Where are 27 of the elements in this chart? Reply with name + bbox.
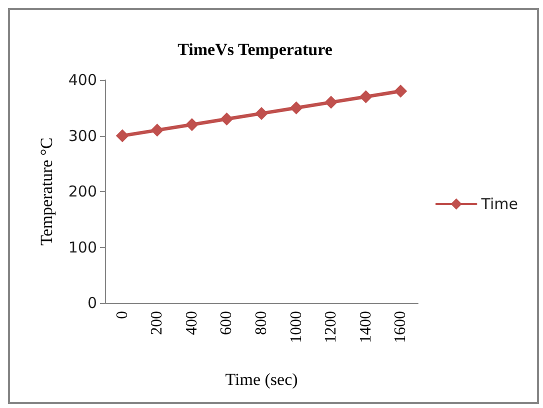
y-tick-label: 300 bbox=[68, 126, 97, 145]
point bbox=[185, 118, 198, 132]
point bbox=[324, 96, 338, 109]
x-tick-label: 1200 bbox=[322, 311, 340, 343]
x-tick-label: 0 bbox=[114, 311, 131, 319]
x-tick-label: 200 bbox=[148, 311, 166, 335]
x-tick-label: 800 bbox=[253, 311, 270, 335]
x-axis-title: Time (sec) bbox=[225, 370, 298, 389]
point bbox=[116, 129, 129, 142]
x-tick-label: 400 bbox=[183, 311, 200, 335]
y-tick-label: 400 bbox=[68, 71, 97, 89]
point bbox=[290, 101, 303, 114]
y-tick-label: 0 bbox=[87, 294, 97, 312]
point bbox=[150, 124, 164, 137]
chart-title: TimeVs Temperature bbox=[178, 40, 333, 59]
x-tick-label: 1000 bbox=[288, 311, 305, 343]
y-tick-label: 200 bbox=[68, 182, 97, 200]
point bbox=[255, 106, 268, 120]
x-tick-label: 1600 bbox=[392, 311, 410, 343]
point bbox=[220, 112, 234, 126]
point bbox=[394, 84, 408, 98]
point bbox=[359, 90, 372, 104]
x-tick-label: 1400 bbox=[357, 311, 374, 343]
legend-label: Time bbox=[480, 195, 518, 213]
y-axis-title: Temperature °C bbox=[37, 137, 56, 246]
x-tick-label: 600 bbox=[218, 311, 236, 335]
y-tick-label: 100 bbox=[68, 238, 97, 256]
